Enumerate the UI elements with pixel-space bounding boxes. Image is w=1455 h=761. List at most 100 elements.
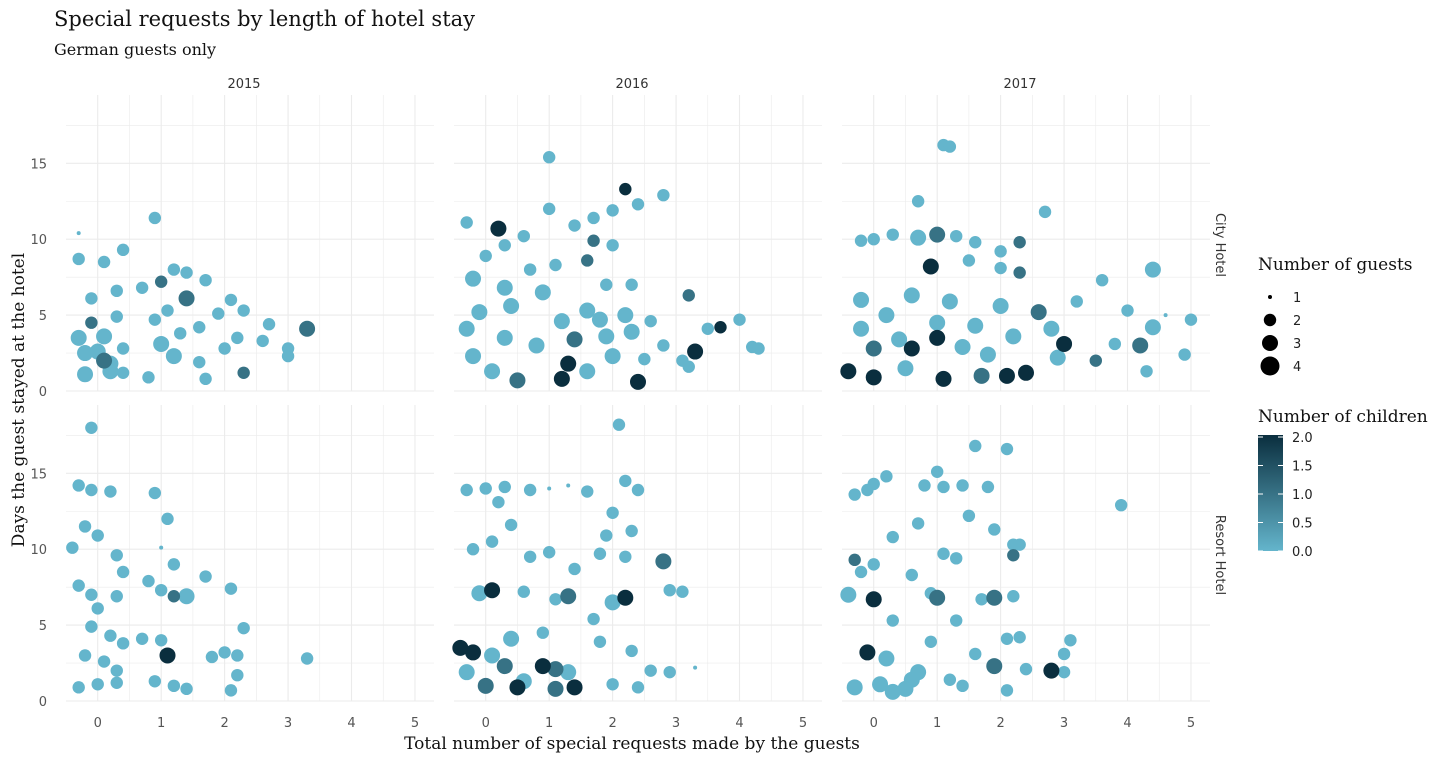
x-axis-title: Total number of special requests made by…	[404, 734, 860, 754]
data-point	[528, 337, 545, 354]
data-point	[1030, 304, 1047, 321]
x-tick-label: 2	[220, 716, 228, 731]
data-point	[199, 273, 212, 287]
data-point	[880, 470, 893, 483]
grid-lines	[66, 95, 1210, 702]
color-legend-title: Number of children	[1258, 407, 1428, 427]
data-point	[1132, 337, 1149, 354]
data-point	[490, 220, 507, 237]
data-point	[854, 234, 868, 247]
data-point	[969, 236, 982, 249]
data-point	[96, 352, 113, 369]
data-point	[979, 346, 996, 363]
data-point	[854, 565, 868, 579]
data-point	[962, 509, 976, 523]
data-point	[154, 634, 168, 647]
data-point	[72, 479, 85, 492]
data-point	[878, 650, 895, 667]
data-point	[918, 479, 931, 492]
data-point	[66, 541, 79, 554]
color-legend-label: 1.0	[1292, 488, 1313, 503]
data-point	[956, 679, 969, 693]
data-point	[1108, 337, 1122, 351]
data-point	[96, 328, 113, 345]
data-point	[72, 252, 85, 266]
color-legend: Number of children 2.0 1.5 1.0 0.5 0.0	[1258, 407, 1428, 560]
data-point	[1114, 498, 1128, 512]
data-point	[1013, 631, 1026, 644]
data-point	[1070, 295, 1083, 308]
data-point	[886, 530, 899, 544]
data-point	[1013, 538, 1026, 551]
data-point	[165, 348, 182, 365]
data-point	[477, 677, 494, 694]
data-point	[553, 370, 570, 387]
data-point	[167, 558, 181, 571]
data-point	[1064, 634, 1077, 647]
data-point	[619, 550, 632, 563]
data-point	[237, 621, 250, 635]
data-point	[553, 313, 570, 330]
data-point	[78, 649, 92, 662]
data-point	[193, 355, 206, 369]
data-point	[693, 665, 698, 670]
data-point	[598, 328, 615, 345]
data-point	[154, 275, 168, 288]
data-point	[212, 307, 225, 320]
data-point	[935, 370, 952, 387]
x-tick-label: 3	[1060, 716, 1068, 731]
y-tick-label: 0	[39, 695, 47, 710]
data-point	[638, 352, 651, 366]
data-point	[631, 681, 645, 694]
data-point	[1140, 365, 1153, 378]
data-point	[625, 524, 638, 538]
size-legend-key	[1262, 335, 1278, 351]
data-point	[617, 589, 634, 606]
data-point	[148, 211, 162, 225]
x-tick-label: 5	[799, 716, 807, 731]
data-point	[600, 529, 613, 542]
data-point	[205, 650, 219, 664]
data-point	[950, 229, 963, 243]
data-point	[542, 546, 556, 559]
data-point	[606, 204, 619, 217]
x-tick-label: 0	[94, 716, 102, 731]
data-point	[523, 550, 537, 563]
data-point	[85, 483, 98, 497]
data-point	[1043, 320, 1060, 337]
data-point	[911, 517, 925, 530]
data-point	[465, 348, 482, 365]
data-point	[1163, 313, 1168, 318]
data-point	[606, 678, 619, 691]
data-point	[237, 366, 250, 379]
data-point	[509, 372, 526, 389]
data-point	[859, 644, 876, 661]
data-point	[617, 307, 634, 324]
data-point	[262, 318, 276, 331]
data-point	[579, 363, 596, 380]
data-point	[975, 593, 988, 606]
data-point	[846, 679, 863, 696]
data-point	[663, 583, 676, 597]
y-tick-label: 10	[30, 543, 47, 558]
data-point	[1019, 662, 1033, 676]
data-point	[148, 313, 162, 326]
data-point	[547, 680, 564, 697]
data-point	[72, 681, 85, 694]
data-point	[492, 495, 505, 509]
x-tick-label: 3	[284, 716, 292, 731]
data-point	[930, 465, 944, 478]
data-point	[969, 439, 982, 453]
data-point	[560, 588, 577, 605]
data-point	[937, 547, 950, 560]
data-point	[542, 151, 556, 164]
x-tick-label: 4	[1123, 716, 1131, 731]
data-point	[998, 367, 1015, 384]
data-point	[199, 372, 212, 386]
data-point	[484, 582, 501, 599]
data-point	[943, 140, 957, 153]
data-point	[224, 684, 238, 697]
data-point	[853, 320, 870, 337]
data-point	[237, 304, 250, 317]
data-point	[954, 338, 971, 355]
